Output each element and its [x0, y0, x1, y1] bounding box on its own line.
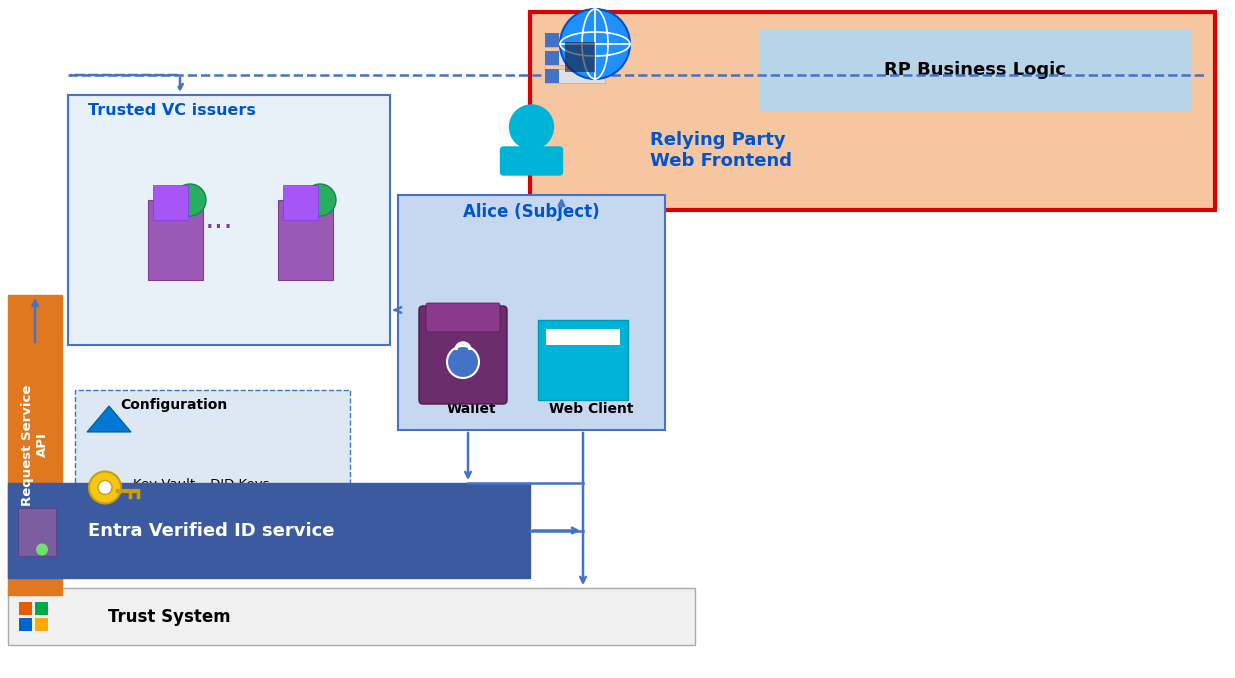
FancyBboxPatch shape [7, 588, 695, 645]
FancyBboxPatch shape [153, 185, 188, 220]
FancyBboxPatch shape [500, 147, 562, 175]
FancyBboxPatch shape [35, 618, 48, 631]
FancyBboxPatch shape [545, 51, 605, 65]
FancyBboxPatch shape [545, 69, 605, 83]
FancyBboxPatch shape [760, 30, 1191, 110]
Text: Configuration: Configuration [120, 398, 227, 412]
Circle shape [559, 9, 630, 79]
Text: Trusted VC issuers: Trusted VC issuers [88, 103, 256, 118]
Text: Wallet: Wallet [447, 402, 496, 416]
Text: Key Vault – DID Keys: Key Vault – DID Keys [133, 478, 269, 491]
Text: Trust System: Trust System [107, 607, 231, 626]
FancyBboxPatch shape [546, 329, 620, 345]
FancyBboxPatch shape [75, 390, 350, 555]
FancyBboxPatch shape [545, 51, 559, 65]
FancyBboxPatch shape [35, 601, 48, 614]
Circle shape [89, 471, 121, 504]
Text: RP Business Logic: RP Business Logic [884, 61, 1066, 79]
Text: Web Client: Web Client [550, 402, 634, 416]
Circle shape [304, 184, 336, 216]
FancyBboxPatch shape [278, 200, 333, 280]
FancyBboxPatch shape [530, 12, 1215, 210]
Text: Entra Verified ID service: Entra Verified ID service [88, 521, 335, 540]
Text: Request Service
API: Request Service API [21, 384, 49, 506]
FancyBboxPatch shape [426, 303, 500, 332]
FancyBboxPatch shape [19, 508, 56, 555]
FancyBboxPatch shape [545, 33, 559, 47]
FancyBboxPatch shape [419, 306, 508, 404]
FancyBboxPatch shape [7, 295, 62, 595]
FancyBboxPatch shape [19, 601, 32, 614]
Circle shape [174, 184, 206, 216]
Text: Alice (Subject): Alice (Subject) [463, 203, 600, 221]
Circle shape [447, 346, 479, 378]
FancyBboxPatch shape [398, 195, 664, 430]
FancyBboxPatch shape [545, 33, 605, 47]
Text: Relying Party
Web Frontend: Relying Party Web Frontend [650, 132, 792, 170]
Text: ...: ... [205, 205, 233, 235]
FancyBboxPatch shape [68, 95, 390, 345]
FancyBboxPatch shape [148, 200, 203, 280]
Circle shape [98, 481, 112, 494]
Polygon shape [86, 406, 131, 432]
FancyBboxPatch shape [564, 42, 595, 72]
Circle shape [36, 544, 48, 555]
FancyBboxPatch shape [545, 69, 559, 83]
FancyBboxPatch shape [7, 483, 530, 578]
FancyBboxPatch shape [19, 618, 32, 631]
FancyBboxPatch shape [538, 320, 629, 400]
Circle shape [510, 105, 553, 149]
FancyBboxPatch shape [283, 185, 317, 220]
